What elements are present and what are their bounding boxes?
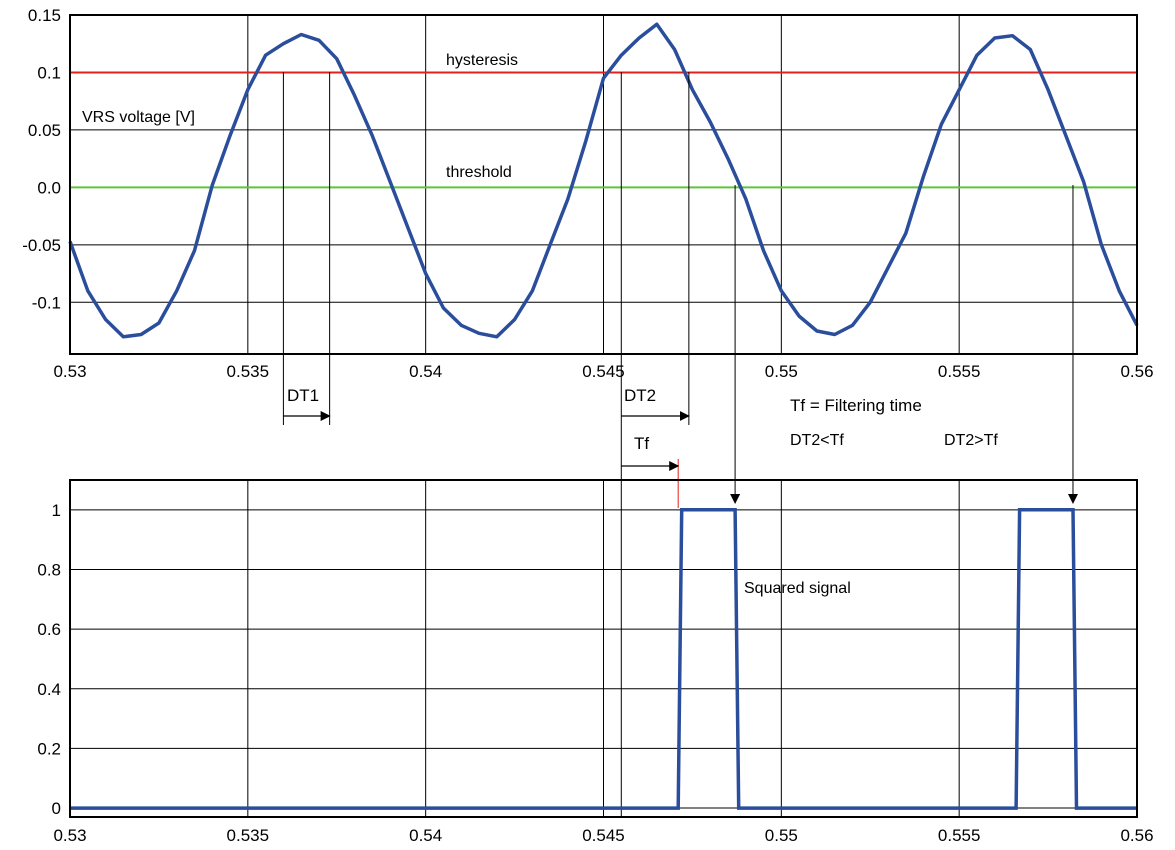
vrs-voltage-line <box>68 22 1139 339</box>
tf-label: Tf <box>634 434 649 453</box>
y-tick-label: 0 <box>52 799 61 818</box>
x-tick-label: 0.54 <box>409 362 442 381</box>
x-tick-label: 0.53 <box>53 362 86 381</box>
timing-markers <box>282 72 1078 817</box>
x-tick-label: 0.56 <box>1120 362 1153 381</box>
bottom-grid <box>70 480 1137 817</box>
y-tick-label: 0.05 <box>28 121 61 140</box>
x-tick-label: 0.56 <box>1120 826 1153 845</box>
x-tick-label: 0.555 <box>938 362 981 381</box>
y-tick-label: 1 <box>52 501 61 520</box>
case-dt2-less-tf: DT2<Tf <box>790 432 844 449</box>
tf-definition: Tf = Filtering time <box>790 396 922 415</box>
x-tick-label: 0.545 <box>582 826 625 845</box>
bottom-plot-frame <box>69 479 1138 818</box>
bottom-tick-labels: 0.53 0.535 0.54 0.545 0.55 0.555 0.56 1 0.8 0.6 0.… <box>37 501 1153 845</box>
x-tick-label: 0.55 <box>765 362 798 381</box>
top-plot-frame <box>69 14 1138 355</box>
x-tick-label: 0.53 <box>53 826 86 845</box>
hysteresis-label: hysteresis <box>446 52 518 69</box>
x-tick-label: 0.535 <box>227 362 270 381</box>
y-tick-label: 0.0 <box>37 178 61 197</box>
top-tick-labels: 0.53 0.535 0.54 0.545 0.55 0.555 0.56 0.15 0.1 0.… <box>22 6 1153 381</box>
case-dt2-greater-tf: DT2>Tf <box>944 432 998 449</box>
squared-signal-line <box>70 508 1137 810</box>
y-tick-label: -0.05 <box>22 236 61 255</box>
y-tick-label: 0.4 <box>37 680 61 699</box>
x-tick-label: 0.55 <box>765 826 798 845</box>
vrs-voltage-label: VRS voltage [V] <box>82 109 195 126</box>
x-tick-label: 0.535 <box>227 826 270 845</box>
y-tick-label: 0.6 <box>37 620 61 639</box>
dt1-label: DT1 <box>287 386 319 405</box>
x-tick-label: 0.54 <box>409 826 442 845</box>
threshold-label: threshold <box>446 164 512 181</box>
y-tick-label: -0.1 <box>32 293 61 312</box>
y-tick-label: 0.1 <box>37 63 61 82</box>
x-tick-label: 0.555 <box>938 826 981 845</box>
x-tick-label: 0.545 <box>582 362 625 381</box>
y-tick-label: 0.2 <box>37 739 61 758</box>
y-tick-label: 0.8 <box>37 560 61 579</box>
dt2-label: DT2 <box>624 386 656 405</box>
squared-signal-label: Squared signal <box>744 580 851 597</box>
top-grid <box>70 15 1137 354</box>
y-tick-label: 0.15 <box>28 6 61 25</box>
